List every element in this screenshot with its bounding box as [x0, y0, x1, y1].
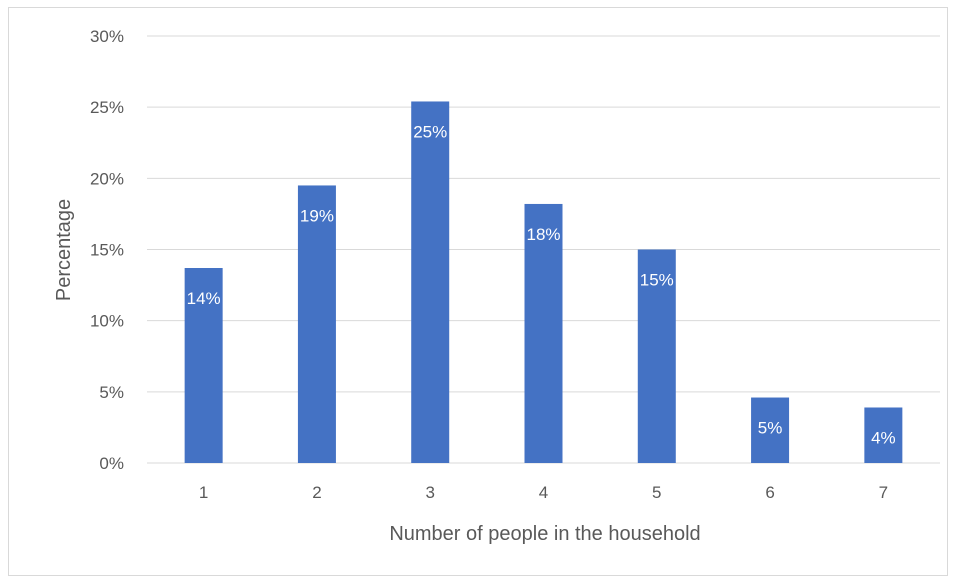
- data-label-5: 15%: [640, 271, 674, 290]
- data-label-3: 25%: [413, 122, 447, 141]
- y-tick-label: 30%: [90, 27, 124, 46]
- y-axis-title: Percentage: [53, 199, 75, 301]
- y-tick-labels: 0% 5% 10% 15% 20% 25% 30%: [90, 27, 124, 473]
- y-tick-label: 15%: [90, 241, 124, 260]
- bar-2: [297, 185, 336, 463]
- y-tick-label: 0%: [99, 454, 124, 473]
- chart-frame: [8, 7, 948, 576]
- bar-5: [637, 249, 676, 463]
- data-label-7: 4%: [871, 428, 896, 447]
- y-tick-label: 25%: [90, 98, 124, 117]
- data-label-4: 18%: [526, 225, 560, 244]
- y-tick-label: 5%: [99, 383, 124, 402]
- data-label-2: 19%: [300, 206, 334, 225]
- x-tick-labels: 1 2 3 4 5 6 7: [199, 483, 888, 502]
- bar-1: [184, 268, 223, 463]
- bar-7: [864, 407, 903, 463]
- bar-4: [524, 203, 563, 463]
- bar-3: [411, 101, 450, 464]
- data-labels: 14% 19% 25% 18% 15% 5% 4%: [187, 122, 896, 447]
- x-tick-label-1: 1: [199, 483, 208, 502]
- data-label-1: 14%: [187, 289, 221, 308]
- bar-6: [751, 397, 790, 463]
- x-tick-label-5: 5: [652, 483, 661, 502]
- gridlines: [147, 35, 940, 464]
- y-tick-label: 10%: [90, 312, 124, 331]
- x-axis-title: Number of people in the household: [389, 523, 700, 545]
- x-tick-label-3: 3: [425, 483, 434, 502]
- x-tick-label-7: 7: [879, 483, 888, 502]
- x-tick-label-2: 2: [312, 483, 321, 502]
- bars: [184, 101, 903, 464]
- y-tick-label: 20%: [90, 169, 124, 188]
- data-label-6: 5%: [758, 419, 783, 438]
- x-tick-label-4: 4: [539, 483, 548, 502]
- x-tick-label-6: 6: [765, 483, 774, 502]
